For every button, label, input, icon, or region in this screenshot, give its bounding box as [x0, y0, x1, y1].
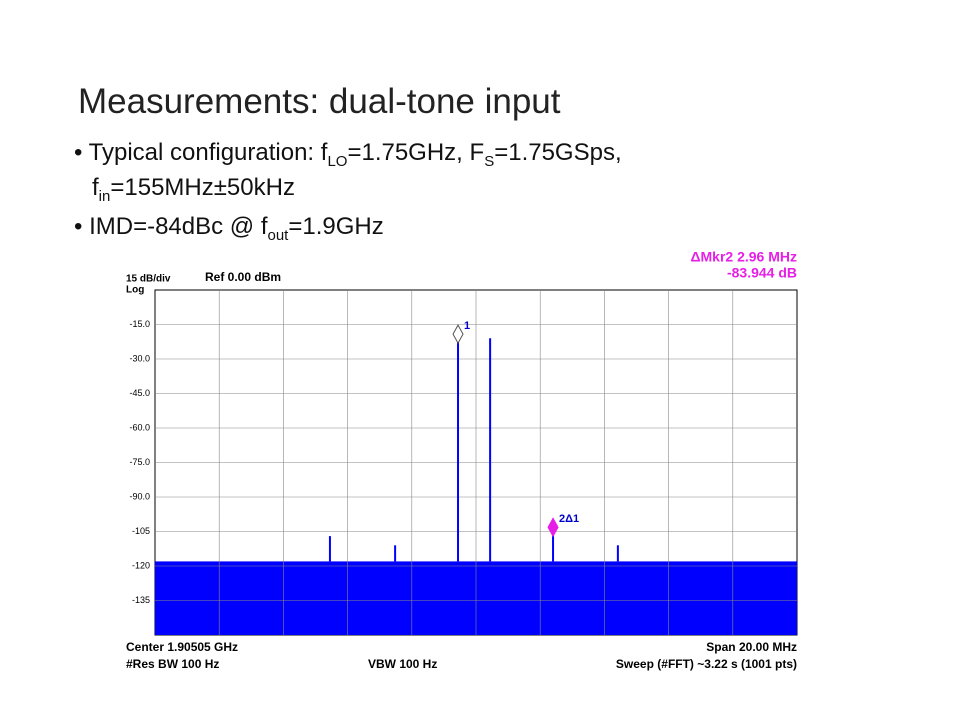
scale-label: 15 dB/div [126, 274, 171, 285]
bullet-line: • IMD=-84dBc @ fout=1.9GHz [74, 214, 384, 249]
bullet-dot: • [74, 139, 89, 166]
y-tick-label: -30.0 [129, 353, 150, 363]
y-tick-label: -120 [132, 560, 150, 570]
marker-label: 2Δ1 [559, 513, 579, 525]
center-label: Center 1.90505 GHz [126, 640, 238, 654]
vbw-label: VBW 100 Hz [368, 657, 437, 671]
bullet: • Typical configuration: fLO=1.75GHz, FS… [74, 140, 622, 210]
marker-readout: -83.944 dB [727, 265, 797, 281]
y-tick-label: -45.0 [129, 388, 150, 398]
y-tick-label: -90.0 [129, 491, 150, 501]
bullet-text: IMD=-84dBc @ f [89, 213, 268, 240]
bullet-text: =155MHz±50kHz [110, 173, 295, 201]
span-label: Span 20.00 MHz [706, 640, 797, 654]
marker [452, 324, 464, 345]
bullet: • IMD=-84dBc @ fout=1.9GHz [74, 214, 384, 249]
bullet-text: Typical configuration: f [88, 139, 328, 166]
bullet-line: • Typical configuration: fLO=1.75GHz, FS… [74, 140, 622, 175]
bullet-dot: • [74, 213, 90, 240]
rbw-label: #Res BW 100 Hz [126, 657, 219, 671]
sweep-label: Sweep (#FFT) ~3.22 s (1001 pts) [616, 657, 797, 671]
bullet-text: =1.9GHz [288, 213, 384, 240]
marker [547, 517, 559, 538]
slide-title: Measurements: dual-tone input [78, 82, 561, 121]
scale-type: Log [126, 285, 144, 296]
y-tick-label: -15.0 [129, 319, 150, 329]
y-tick-label: -105 [132, 526, 150, 536]
ref-label: Ref 0.00 dBm [205, 270, 281, 284]
bullet-text: f [92, 173, 99, 201]
marker-label: 1 [464, 320, 470, 332]
bullet-line: fin=155MHz±50kHz [74, 173, 622, 210]
subscript: out [267, 226, 289, 244]
marker-readout: ΔMkr2 2.96 MHz [690, 249, 797, 265]
subscript: LO [327, 152, 348, 170]
y-tick-label: -60.0 [129, 422, 150, 432]
bullet-text: =1.75GHz, F [347, 139, 485, 166]
y-tick-label: -135 [132, 595, 150, 605]
subscript: in [98, 187, 111, 205]
y-tick-label: -75.0 [129, 457, 150, 467]
subscript: S [484, 152, 495, 170]
bullet-text: =1.75GSps, [494, 139, 622, 166]
